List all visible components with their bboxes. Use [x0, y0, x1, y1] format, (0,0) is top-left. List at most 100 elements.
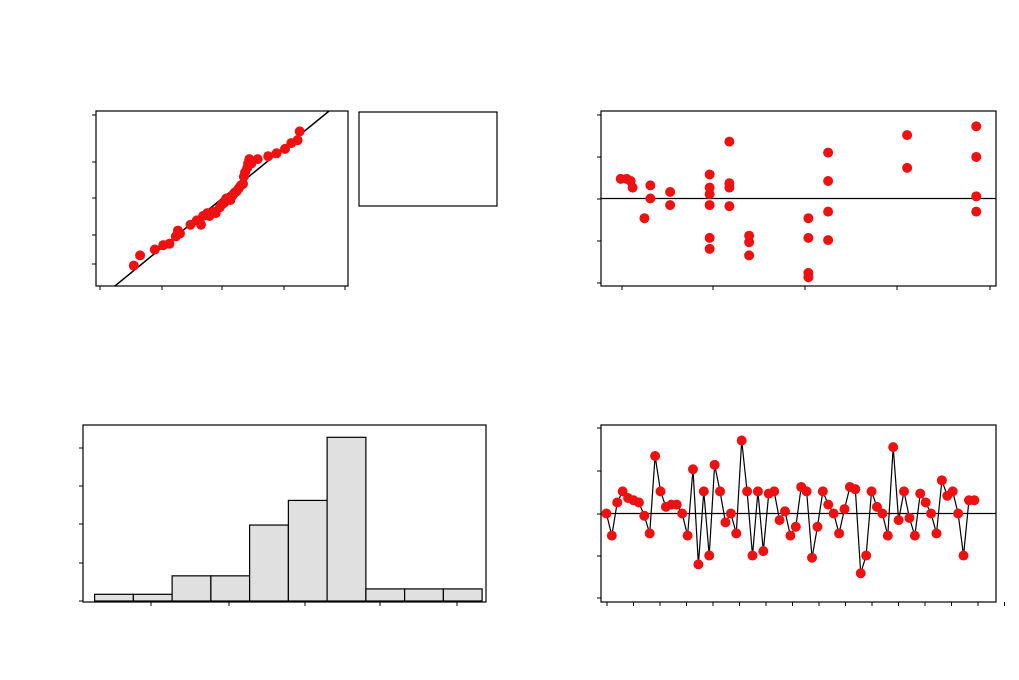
- data-point: [971, 206, 982, 217]
- histogram-bar: [287, 499, 328, 602]
- data-point: [803, 272, 814, 283]
- data-point: [725, 508, 736, 519]
- data-point: [866, 486, 877, 497]
- data-point: [617, 486, 628, 497]
- histogram-bar: [171, 575, 212, 602]
- data-point: [902, 162, 913, 173]
- data-point: [790, 521, 801, 532]
- data-point: [724, 136, 735, 147]
- data-point: [807, 552, 818, 563]
- histogram-bar: [94, 593, 134, 602]
- data-point: [882, 530, 893, 541]
- data-point: [926, 508, 937, 519]
- legend-box: [358, 111, 498, 207]
- data-point: [888, 442, 899, 453]
- data-point: [803, 213, 814, 224]
- data-point: [292, 135, 303, 146]
- data-point: [823, 499, 834, 510]
- data-point: [645, 180, 656, 191]
- data-point: [682, 530, 693, 541]
- histogram-bar: [365, 588, 406, 602]
- data-point: [823, 147, 834, 158]
- data-point: [671, 499, 682, 510]
- chart-bottom-right: [597, 424, 1005, 606]
- data-point: [779, 506, 790, 517]
- plot-area: [114, 111, 330, 286]
- data-point: [720, 517, 731, 528]
- data-point: [752, 486, 763, 497]
- data-point: [601, 508, 612, 519]
- data-point: [644, 528, 655, 539]
- data-point: [855, 568, 866, 579]
- data-point: [665, 186, 676, 197]
- plot-area: [94, 436, 483, 602]
- data-point: [175, 228, 185, 239]
- data-point: [677, 508, 688, 519]
- data-point: [149, 244, 160, 255]
- histogram-bar: [404, 588, 444, 602]
- data-point: [947, 486, 958, 497]
- data-point: [744, 237, 755, 248]
- data-point: [915, 488, 926, 499]
- data-point: [687, 464, 698, 475]
- data-point: [861, 550, 872, 561]
- chart-top-right: [597, 110, 997, 290]
- data-point: [665, 200, 676, 211]
- chart-top-left: [92, 110, 498, 290]
- data-point: [774, 515, 785, 526]
- data-point: [803, 232, 814, 243]
- data-point: [871, 501, 882, 512]
- data-point: [693, 559, 704, 570]
- data-point: [742, 486, 753, 497]
- data-point: [650, 450, 661, 461]
- data-point: [920, 497, 931, 508]
- data-point: [899, 486, 910, 497]
- data-point: [704, 243, 715, 254]
- data-point: [823, 176, 834, 186]
- data-point: [744, 250, 755, 261]
- data-point: [639, 510, 650, 521]
- data-point: [958, 550, 969, 561]
- data-point: [135, 250, 146, 261]
- data-point: [724, 182, 735, 193]
- data-point: [606, 530, 617, 541]
- data-point: [263, 151, 274, 162]
- plot-area: [601, 435, 996, 579]
- data-point: [823, 206, 834, 217]
- data-point: [747, 550, 758, 561]
- data-point: [902, 130, 913, 141]
- data-point: [164, 238, 175, 249]
- data-point: [704, 189, 715, 200]
- data-point: [196, 219, 206, 230]
- data-point: [812, 521, 823, 532]
- data-point: [612, 497, 623, 508]
- data-point: [817, 486, 828, 497]
- data-point: [893, 515, 904, 526]
- data-point: [271, 148, 282, 159]
- data-point: [704, 200, 715, 211]
- data-point: [704, 232, 715, 243]
- data-point: [731, 528, 742, 539]
- data-point: [969, 495, 980, 506]
- data-point: [971, 151, 982, 162]
- data-point: [294, 126, 305, 137]
- data-point: [877, 508, 888, 519]
- data-point: [704, 169, 715, 180]
- data-point: [633, 497, 644, 508]
- data-point: [280, 143, 290, 154]
- data-point: [655, 486, 666, 497]
- data-point: [834, 528, 845, 539]
- data-point: [828, 508, 839, 519]
- data-point: [736, 435, 747, 446]
- data-point: [704, 550, 715, 561]
- chart-bottom-left: [79, 424, 487, 606]
- data-point: [953, 508, 964, 519]
- data-point: [128, 260, 139, 271]
- histogram-bar: [326, 436, 367, 602]
- data-point: [769, 486, 780, 497]
- data-point: [801, 486, 812, 497]
- data-point: [715, 486, 726, 497]
- plot-area: [601, 121, 996, 283]
- data-point: [839, 504, 850, 515]
